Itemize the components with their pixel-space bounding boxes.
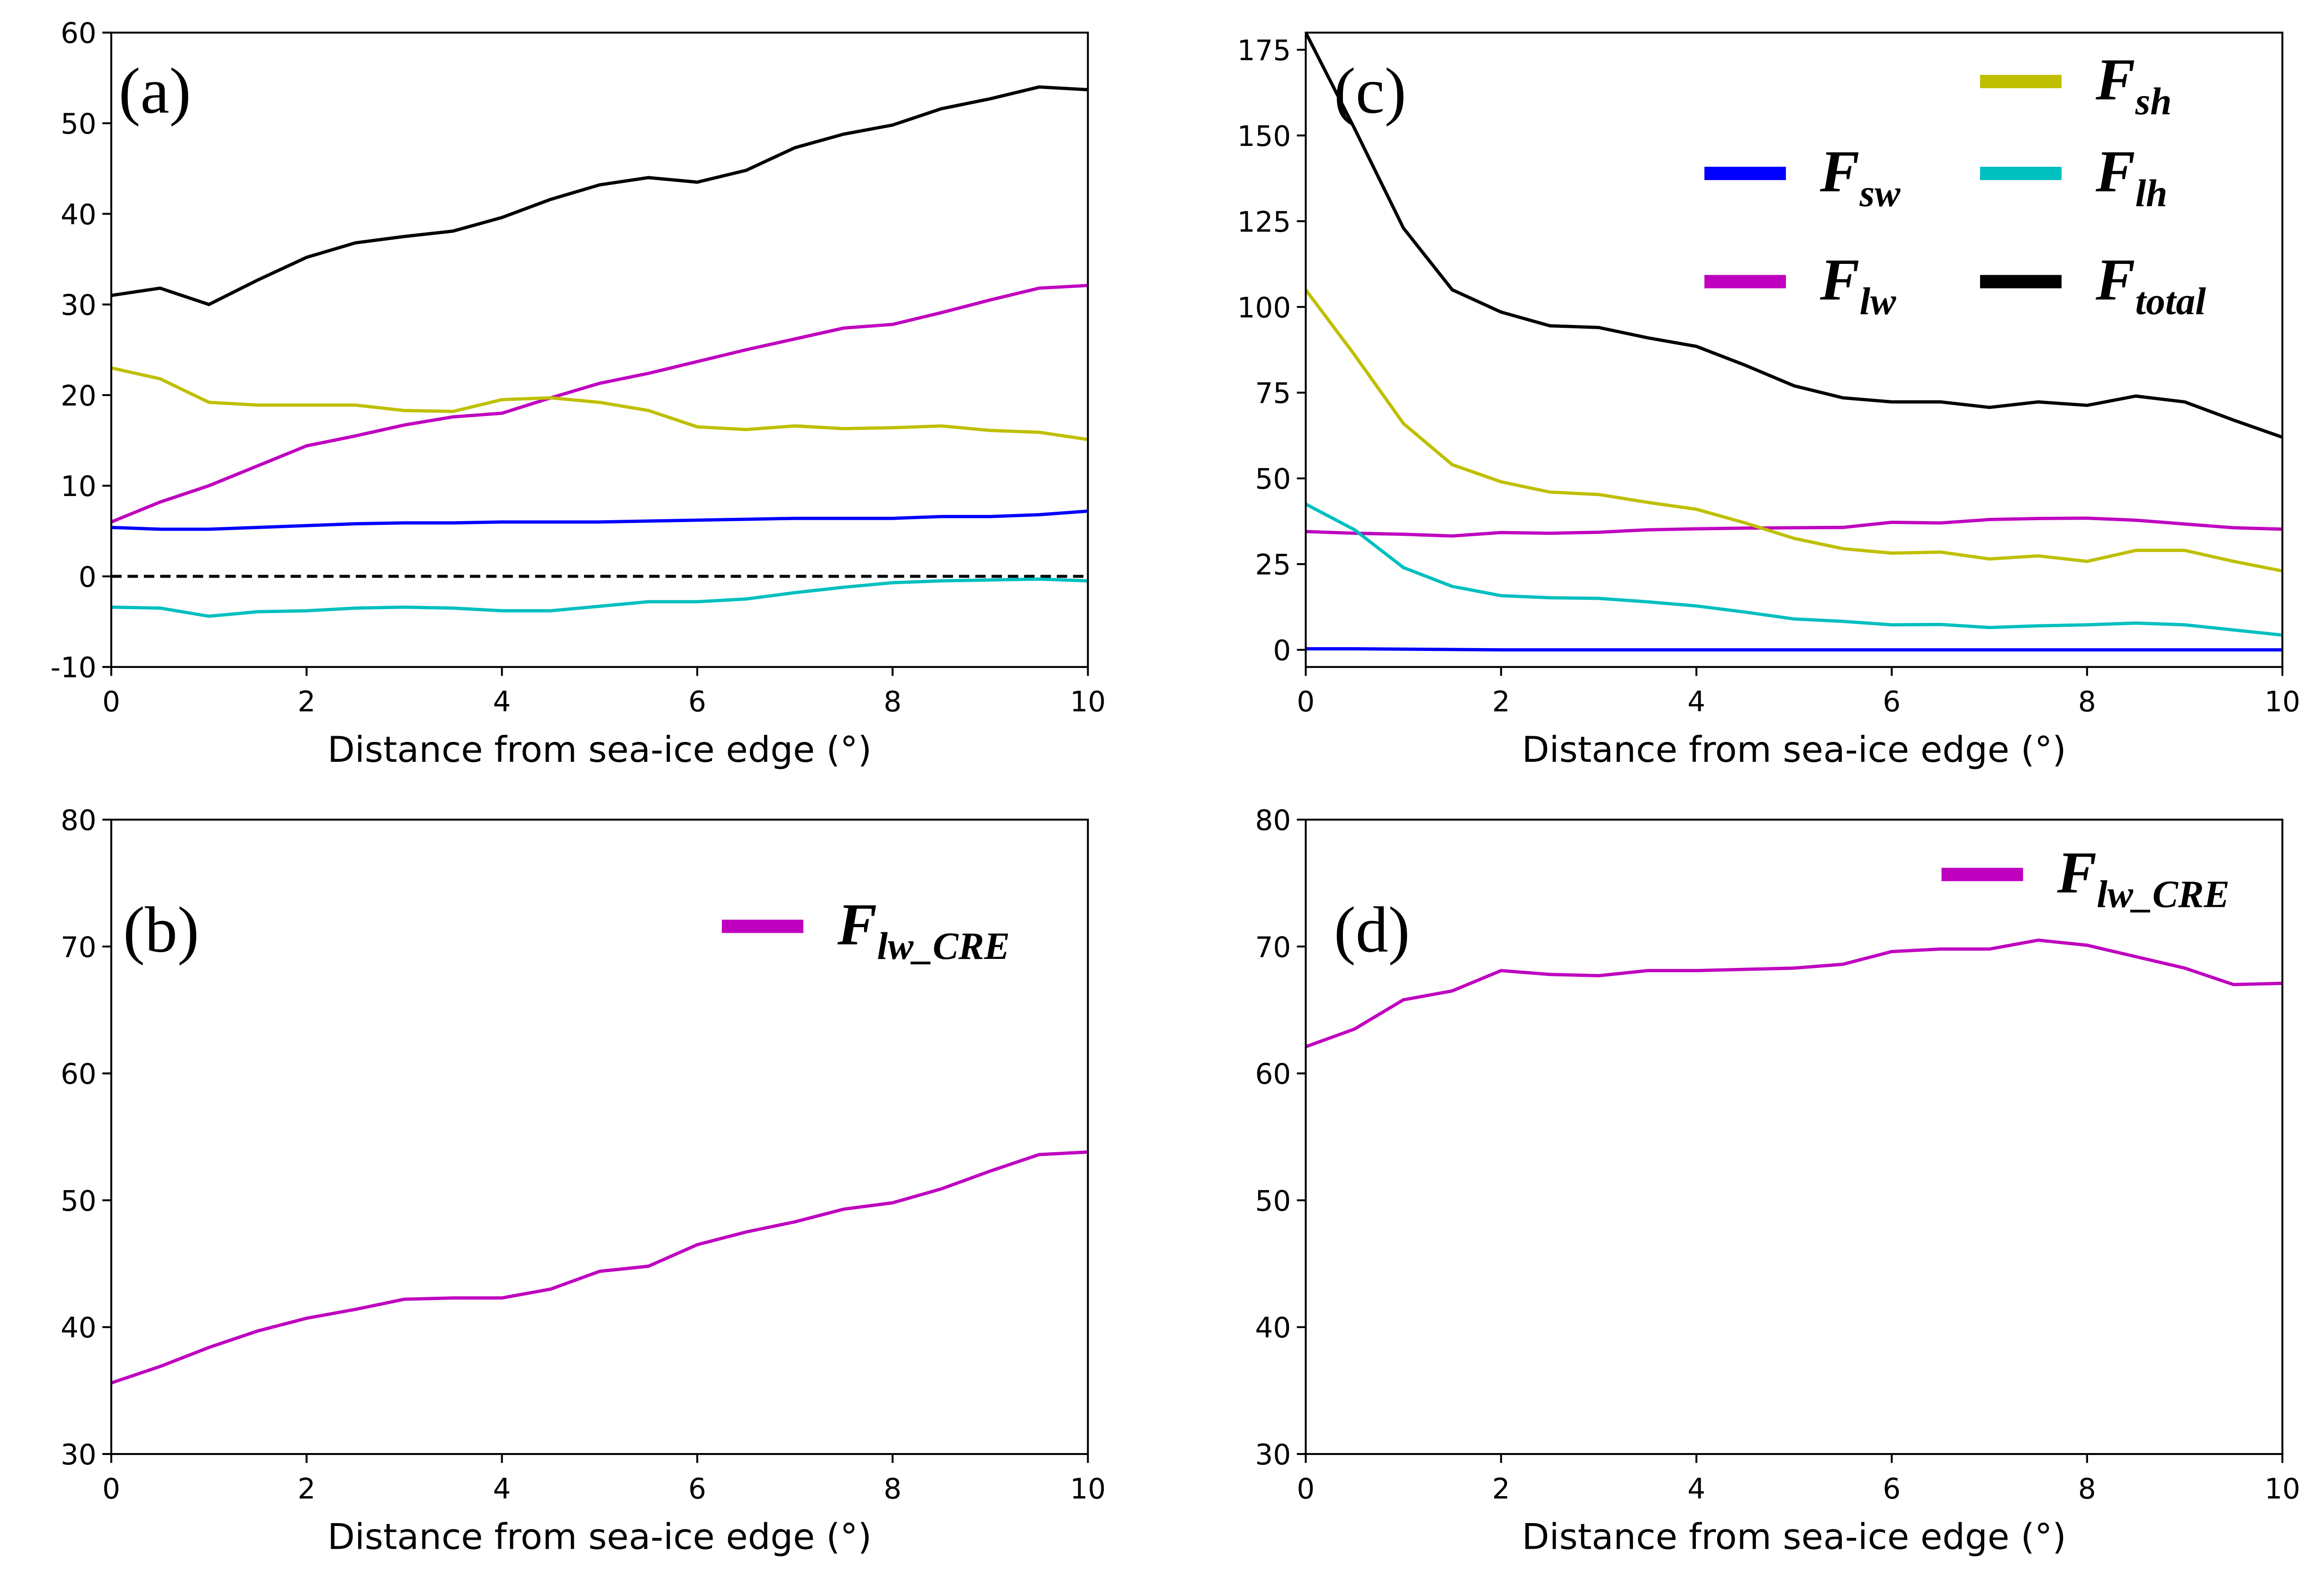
x-tick-label: 8 — [883, 1473, 901, 1506]
axes-frame — [1305, 819, 2284, 1455]
panel-label: (b) — [123, 894, 199, 966]
axes-frame — [110, 819, 1089, 1455]
y-tick-label: 50 — [1255, 1185, 1291, 1218]
y-tick-label: 30 — [61, 1439, 97, 1472]
legend-label: F_lw_CRE — [2057, 840, 2230, 915]
x-tick-label: 2 — [297, 1473, 315, 1506]
x-axis-label: Distance from sea-ice edge (°) — [1522, 1516, 2066, 1557]
legend-label: F_sw — [1820, 139, 1901, 215]
y-tick-label: 40 — [61, 199, 97, 231]
y-tick-label: 50 — [1255, 463, 1291, 496]
x-tick-label: 4 — [493, 1473, 511, 1506]
series-line — [111, 509, 1088, 531]
y-tick-label: 60 — [1255, 1058, 1291, 1091]
x-tick-label: 2 — [1492, 1473, 1510, 1506]
legend-label: F_lh — [2095, 139, 2167, 215]
series-line — [111, 284, 1088, 524]
x-tick-label: 6 — [1883, 686, 1901, 719]
x-tick-label: 2 — [297, 686, 315, 719]
series-line — [111, 577, 1088, 618]
series-line — [1306, 516, 2283, 538]
y-tick-label: 10 — [61, 470, 97, 503]
series-line — [1306, 647, 2283, 652]
series-line — [1306, 32, 2283, 439]
y-tick-label: 150 — [1237, 120, 1291, 153]
y-tick-label: 100 — [1237, 292, 1291, 325]
y-tick-label: 125 — [1237, 206, 1291, 239]
x-axis-label: Distance from sea-ice edge (°) — [1522, 729, 2066, 770]
x-tick-label: 6 — [688, 1473, 706, 1506]
axes-frame — [110, 31, 1089, 668]
y-tick-label: -10 — [51, 652, 97, 685]
x-tick-label: 4 — [1687, 686, 1705, 719]
legend-label: F_total — [2095, 247, 2206, 323]
y-tick-label: 50 — [61, 108, 97, 141]
x-tick-label: 0 — [1297, 1473, 1315, 1506]
x-tick-label: 6 — [688, 686, 706, 719]
x-tick-label: 10 — [2264, 686, 2300, 719]
y-tick-label: 30 — [61, 289, 97, 322]
y-tick-label: 60 — [61, 18, 97, 50]
y-tick-label: 40 — [61, 1312, 97, 1345]
legend-label: F_lw_CRE — [837, 892, 1010, 967]
series-line — [111, 85, 1088, 307]
y-tick-label: 80 — [1255, 804, 1291, 837]
x-axis-label: Distance from sea-ice edge (°) — [327, 1516, 872, 1557]
x-tick-label: 8 — [883, 686, 901, 719]
series-line — [1306, 502, 2283, 637]
series-line — [111, 366, 1088, 442]
y-tick-label: 0 — [79, 561, 97, 594]
y-tick-label: 80 — [61, 804, 97, 837]
y-tick-label: 75 — [1255, 378, 1291, 410]
panel-label: (a) — [119, 54, 191, 127]
x-tick-label: 2 — [1492, 686, 1510, 719]
x-tick-label: 0 — [102, 1473, 120, 1506]
x-tick-label: 0 — [1297, 686, 1315, 719]
y-tick-label: 70 — [1255, 931, 1291, 964]
series-line — [1306, 289, 2283, 573]
series-line — [1306, 939, 2283, 1048]
x-tick-label: 10 — [1070, 1473, 1106, 1506]
axes-frame — [1305, 31, 2284, 668]
y-tick-label: 30 — [1255, 1439, 1291, 1472]
y-tick-label: 175 — [1237, 35, 1291, 67]
x-tick-label: 10 — [1070, 686, 1106, 719]
x-tick-label: 10 — [2264, 1473, 2300, 1506]
x-tick-label: 0 — [102, 686, 120, 719]
x-tick-label: 4 — [493, 686, 511, 719]
y-tick-label: 60 — [61, 1058, 97, 1091]
legend-label: F_lw — [1820, 247, 1896, 323]
panel-label: (d) — [1334, 894, 1410, 966]
y-tick-label: 40 — [1255, 1312, 1291, 1345]
x-tick-label: 6 — [1883, 1473, 1901, 1506]
series-line — [111, 1150, 1088, 1385]
legend-label: F_sh — [2095, 47, 2172, 123]
panel-label: (c) — [1334, 54, 1406, 127]
x-tick-label: 8 — [2078, 1473, 2096, 1506]
y-tick-label: 25 — [1255, 549, 1291, 582]
x-axis-label: Distance from sea-ice edge (°) — [327, 729, 872, 770]
x-tick-label: 4 — [1687, 1473, 1705, 1506]
x-tick-label: 8 — [2078, 686, 2096, 719]
y-tick-label: 0 — [1273, 635, 1291, 668]
y-tick-label: 70 — [61, 931, 97, 964]
y-tick-label: 20 — [61, 380, 97, 413]
y-tick-label: 50 — [61, 1185, 97, 1218]
